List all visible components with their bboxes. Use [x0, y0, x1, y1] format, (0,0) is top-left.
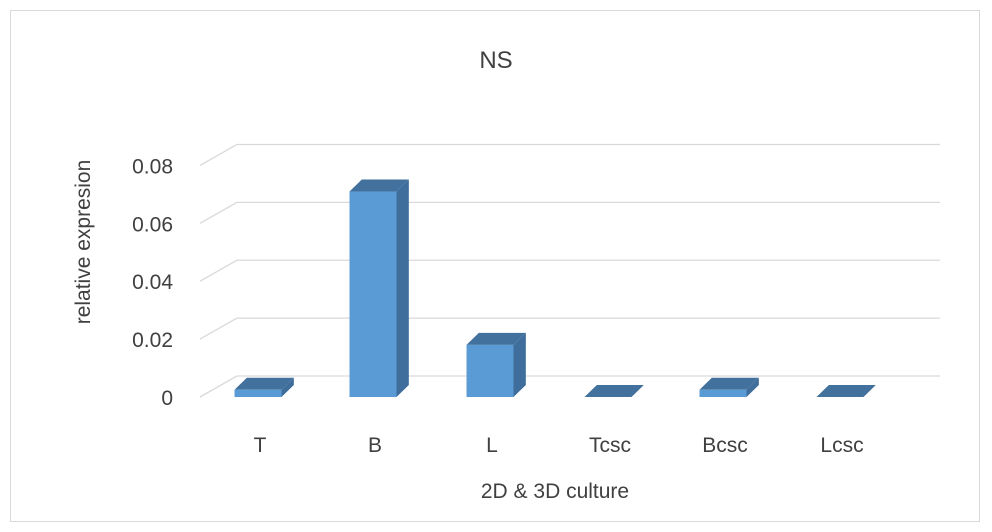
x-tick-label: B	[368, 434, 382, 457]
bar	[816, 385, 876, 397]
x-tick-label: Bcsc	[702, 434, 748, 457]
bar	[349, 179, 409, 397]
y-axis-title: relative expresion	[72, 160, 95, 325]
gridline	[199, 143, 940, 167]
x-tick-label: Tcsc	[589, 434, 631, 457]
bar	[584, 385, 644, 397]
chart-frame	[10, 10, 980, 522]
y-tick-label: 0	[161, 387, 173, 410]
gridline	[199, 201, 940, 224]
gridline	[199, 317, 940, 340]
bar	[234, 377, 294, 397]
y-tick-label: 0.02	[132, 329, 173, 352]
chart-title: NS	[479, 47, 512, 74]
x-tick-label: L	[486, 434, 498, 457]
x-tick-label: T	[254, 434, 267, 457]
gridline	[199, 259, 940, 282]
bar	[466, 332, 526, 397]
x-axis-title: 2D & 3D culture	[481, 480, 629, 503]
y-tick-label: 0.08	[132, 155, 173, 178]
y-tick-label: 0.04	[132, 271, 173, 294]
y-tick-label: 0.06	[132, 213, 173, 236]
bar	[699, 377, 759, 397]
x-tick-label: Lcsc	[820, 434, 863, 457]
